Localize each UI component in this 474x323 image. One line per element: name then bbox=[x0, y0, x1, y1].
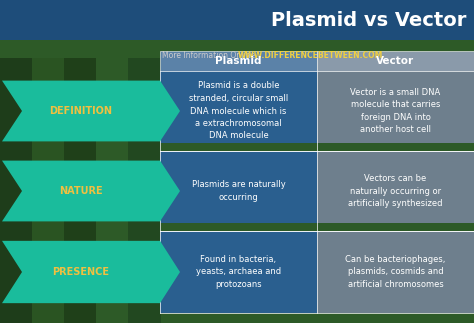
FancyBboxPatch shape bbox=[96, 58, 129, 323]
FancyBboxPatch shape bbox=[160, 231, 317, 313]
FancyBboxPatch shape bbox=[160, 223, 474, 231]
Text: Vector: Vector bbox=[376, 56, 415, 66]
FancyBboxPatch shape bbox=[317, 151, 474, 231]
FancyBboxPatch shape bbox=[317, 71, 474, 151]
Polygon shape bbox=[2, 241, 180, 303]
Polygon shape bbox=[2, 81, 180, 141]
Text: Can be bacteriophages,
plasmids, cosmids and
artificial chromosomes: Can be bacteriophages, plasmids, cosmids… bbox=[346, 255, 446, 289]
Text: Found in bacteria,
yeasts, archaea and
protozoans: Found in bacteria, yeasts, archaea and p… bbox=[196, 255, 281, 289]
Text: Plasmids are naturally
occurring: Plasmids are naturally occurring bbox=[191, 180, 285, 202]
Text: WWW.DIFFERENCEBETWEEN.COM: WWW.DIFFERENCEBETWEEN.COM bbox=[238, 50, 383, 59]
FancyBboxPatch shape bbox=[0, 0, 474, 40]
Text: Plasmid vs Vector: Plasmid vs Vector bbox=[271, 11, 466, 29]
FancyBboxPatch shape bbox=[128, 58, 161, 323]
FancyBboxPatch shape bbox=[160, 143, 474, 151]
Text: Vector is a small DNA
molecule that carries
foreign DNA into
another host cell: Vector is a small DNA molecule that carr… bbox=[350, 88, 441, 134]
FancyBboxPatch shape bbox=[160, 151, 317, 231]
Polygon shape bbox=[2, 161, 180, 221]
Text: Vectors can be
naturally occurring or
artificially synthesized: Vectors can be naturally occurring or ar… bbox=[348, 174, 443, 208]
Text: Plasmid: Plasmid bbox=[215, 56, 262, 66]
FancyBboxPatch shape bbox=[317, 231, 474, 313]
FancyBboxPatch shape bbox=[160, 71, 317, 151]
Text: PRESENCE: PRESENCE bbox=[53, 267, 109, 277]
FancyBboxPatch shape bbox=[317, 51, 474, 71]
Text: NATURE: NATURE bbox=[59, 186, 103, 196]
FancyBboxPatch shape bbox=[160, 51, 317, 71]
Text: More Information Online: More Information Online bbox=[162, 50, 255, 59]
Text: DEFINITION: DEFINITION bbox=[49, 106, 112, 116]
Text: Plasmid is a double
stranded, circular small
DNA molecule which is
a extrachromo: Plasmid is a double stranded, circular s… bbox=[189, 81, 288, 141]
FancyBboxPatch shape bbox=[32, 58, 65, 323]
FancyBboxPatch shape bbox=[64, 58, 97, 323]
FancyBboxPatch shape bbox=[0, 58, 33, 323]
